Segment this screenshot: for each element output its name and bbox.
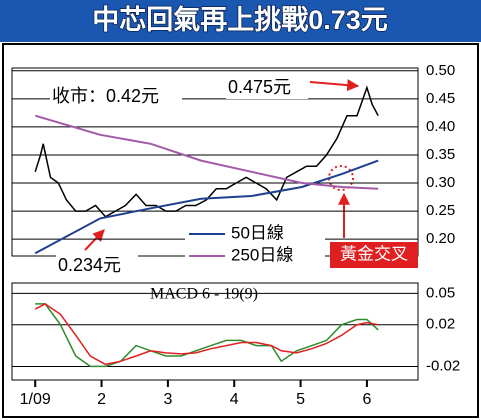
y-tick-label: 0.40: [426, 118, 455, 135]
x-tick-label: 6: [362, 391, 371, 408]
y-tick-label: 0.02: [426, 316, 455, 333]
y-tick-label: 0.05: [426, 284, 455, 301]
macd-panel: [11, 282, 419, 381]
annotation-bg: [56, 255, 138, 277]
annotation: 0.475元: [228, 77, 291, 97]
line-series: [34, 303, 379, 366]
panel-title: MACD 6 - 19(9): [150, 286, 258, 303]
x-tick-label: 4: [230, 391, 239, 408]
annotation: 黃金交叉: [340, 244, 408, 263]
arrow: [309, 79, 360, 92]
y-tick-label: 0.50: [426, 62, 455, 79]
arrow: [84, 229, 105, 251]
annotation: 收市：0.42元: [52, 86, 159, 106]
x-tick-label: 5: [296, 391, 305, 408]
y-tick-label: 0.25: [426, 202, 455, 219]
line-series: [35, 303, 379, 368]
x-tick-label: 1/09: [20, 391, 51, 408]
annotation-bg: [50, 86, 182, 108]
chart-title: 中芯回氣再上挑戰0.73元: [92, 5, 388, 35]
annotation-bg: [226, 77, 308, 99]
y-tick-label: 0.35: [426, 146, 455, 163]
line-series: [34, 85, 379, 218]
annotation: 0.234元: [58, 255, 121, 275]
y-tick-label: 0.45: [426, 90, 455, 107]
legend-box: [185, 222, 325, 270]
y-tick-label: 0.20: [426, 230, 455, 247]
y-tick-label: -0.02: [426, 357, 460, 374]
x-tick-label: 2: [97, 391, 106, 408]
line-series: [34, 159, 379, 255]
line-series: [34, 114, 379, 190]
legend-label: 250日線: [231, 245, 293, 264]
y-tick-label: 0.30: [426, 174, 455, 191]
frame: [2, 43, 479, 418]
legend-label: 50日線: [231, 223, 284, 242]
cross-circle: [328, 165, 354, 191]
title-banner: [0, 0, 481, 42]
x-tick-label: 3: [163, 391, 172, 408]
annotation-box: [330, 242, 418, 268]
